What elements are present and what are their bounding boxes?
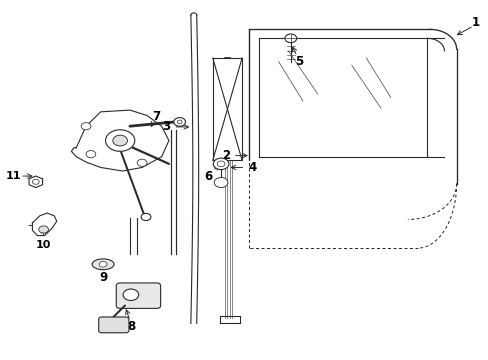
Polygon shape: [32, 213, 57, 235]
Polygon shape: [29, 176, 42, 188]
Circle shape: [214, 177, 227, 188]
FancyBboxPatch shape: [116, 283, 160, 309]
FancyBboxPatch shape: [99, 317, 129, 333]
Circle shape: [173, 118, 185, 126]
Polygon shape: [71, 110, 168, 171]
Text: 2: 2: [222, 149, 229, 162]
Text: 9: 9: [99, 271, 107, 284]
Circle shape: [217, 161, 224, 167]
Circle shape: [213, 158, 228, 170]
Text: 5: 5: [294, 55, 303, 68]
Ellipse shape: [92, 259, 114, 270]
Circle shape: [39, 226, 48, 233]
Circle shape: [32, 179, 39, 184]
Text: 8: 8: [127, 320, 135, 333]
Circle shape: [81, 123, 91, 130]
Circle shape: [105, 130, 135, 151]
Text: 11: 11: [5, 171, 21, 181]
Text: 7: 7: [152, 110, 161, 123]
Text: 3: 3: [162, 121, 170, 134]
Circle shape: [86, 150, 96, 158]
Text: 6: 6: [203, 170, 212, 183]
Text: 10: 10: [36, 239, 51, 249]
Circle shape: [285, 34, 296, 42]
Circle shape: [123, 289, 139, 301]
Circle shape: [141, 213, 151, 221]
Circle shape: [99, 261, 107, 267]
Text: 4: 4: [248, 161, 256, 174]
Circle shape: [113, 135, 127, 146]
Circle shape: [177, 120, 182, 124]
Text: 1: 1: [471, 16, 479, 29]
Circle shape: [137, 159, 147, 166]
